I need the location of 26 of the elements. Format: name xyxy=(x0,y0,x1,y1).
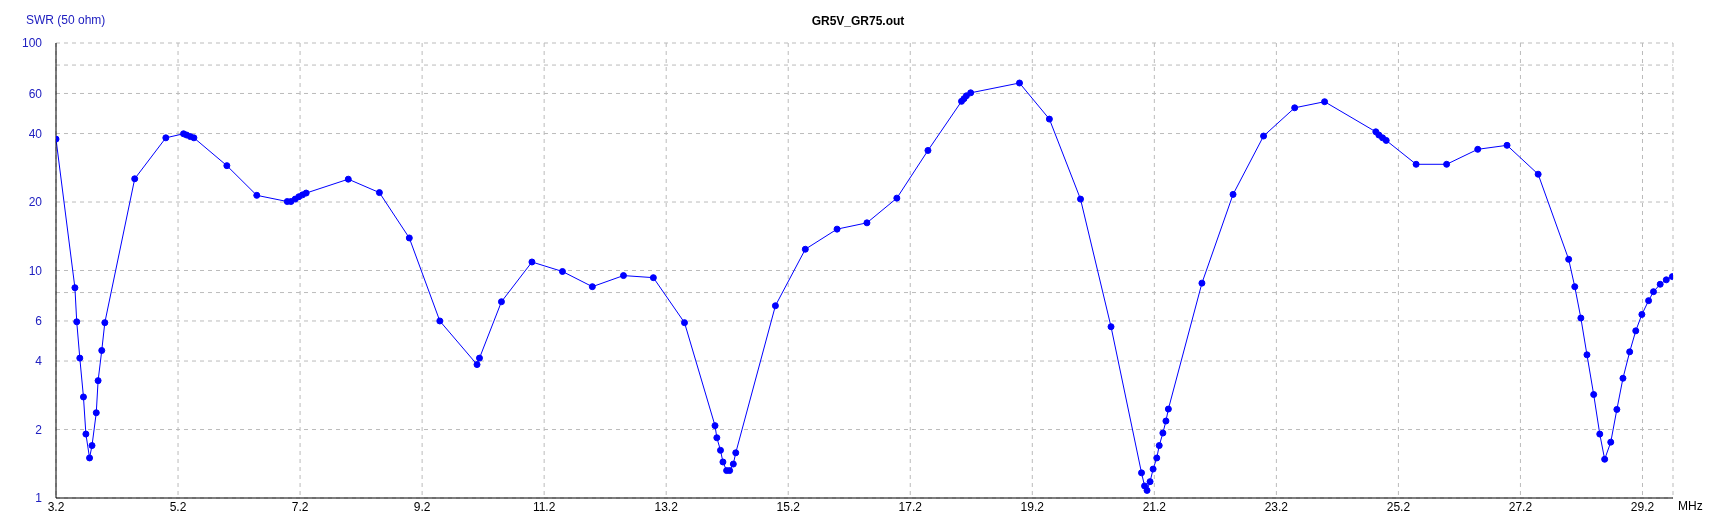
x-tick-label: 13.2 xyxy=(654,499,679,514)
y-tick-label: 60 xyxy=(28,86,43,101)
y-tick-label: 2 xyxy=(35,422,43,437)
y-tick-label: 20 xyxy=(28,195,43,210)
x-tick-label: 9.2 xyxy=(413,499,431,514)
x-tick-label: 17.2 xyxy=(898,499,923,514)
x-tick-label: 15.2 xyxy=(776,499,801,514)
x-tick-label: 25.2 xyxy=(1386,499,1411,514)
y-tick-label: 1 xyxy=(35,491,43,506)
y-tick-label: 4 xyxy=(35,354,43,369)
x-tick-label: 27.2 xyxy=(1508,499,1533,514)
y-tick-label: 6 xyxy=(35,314,43,329)
chart-title: GR5V_GR75.out xyxy=(811,14,905,28)
x-tick-label: 7.2 xyxy=(291,499,309,514)
y-tick-label: 100 xyxy=(21,36,43,51)
y-axis-title: SWR (50 ohm) xyxy=(26,13,106,27)
y-tick-label: 40 xyxy=(28,126,43,141)
x-tick-label: 29.2 xyxy=(1630,499,1655,514)
x-tick-label: 23.2 xyxy=(1264,499,1289,514)
x-tick-label: 5.2 xyxy=(169,499,187,514)
x-tick-label: 21.2 xyxy=(1142,499,1167,514)
x-axis-title: MHz xyxy=(1678,499,1703,513)
x-tick-label: 3.2 xyxy=(47,499,65,514)
x-tick-label: 11.2 xyxy=(532,499,556,514)
x-tick-label: 19.2 xyxy=(1020,499,1045,514)
y-tick-label: 10 xyxy=(28,263,43,278)
